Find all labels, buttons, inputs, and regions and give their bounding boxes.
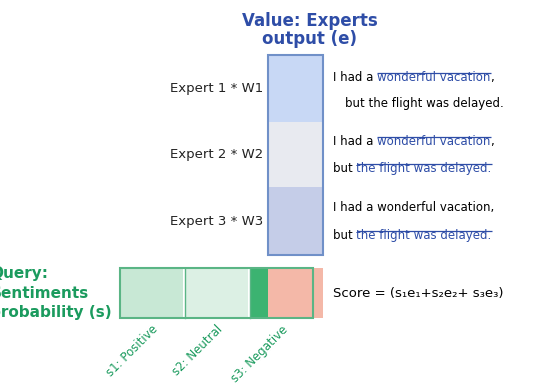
Text: the flight was delayed.: the flight was delayed. bbox=[356, 162, 492, 175]
Text: s1: Positive: s1: Positive bbox=[104, 323, 161, 379]
Text: the flight was delayed.: the flight was delayed. bbox=[356, 230, 492, 242]
Text: Score = (s₁e₁+s₂e₂+ s₃e₃): Score = (s₁e₁+s₂e₂+ s₃e₃) bbox=[333, 286, 504, 300]
Text: Query:
Sentiments
probability (s): Query: Sentiments probability (s) bbox=[0, 266, 112, 320]
Text: but the flight was delayed.: but the flight was delayed. bbox=[345, 97, 504, 110]
Text: wonderful vacation: wonderful vacation bbox=[377, 71, 490, 84]
Text: s2: Neutral: s2: Neutral bbox=[170, 323, 226, 378]
Text: I had a: I had a bbox=[333, 135, 377, 148]
Bar bbox=[185, 268, 248, 318]
Bar bbox=[268, 122, 323, 187]
Bar bbox=[268, 268, 323, 318]
Text: I had a wonderful vacation,: I had a wonderful vacation, bbox=[333, 201, 494, 214]
Bar bbox=[120, 268, 313, 318]
Text: output (e): output (e) bbox=[262, 30, 358, 48]
Text: wonderful vacation: wonderful vacation bbox=[377, 135, 490, 148]
Bar bbox=[250, 268, 313, 318]
Text: s3: Negative: s3: Negative bbox=[229, 323, 291, 384]
Text: but: but bbox=[333, 162, 356, 175]
Text: Expert 3 * W3: Expert 3 * W3 bbox=[170, 215, 263, 227]
Bar bbox=[268, 55, 323, 255]
Text: Expert 1 * W1: Expert 1 * W1 bbox=[170, 82, 263, 95]
Text: Expert 2 * W2: Expert 2 * W2 bbox=[170, 148, 263, 161]
Text: Value: Experts: Value: Experts bbox=[242, 12, 378, 30]
Text: I had a: I had a bbox=[333, 71, 377, 84]
Text: but: but bbox=[333, 230, 356, 242]
Bar bbox=[268, 55, 323, 122]
Text: ,: , bbox=[490, 71, 494, 84]
Text: ,: , bbox=[490, 135, 494, 148]
Bar bbox=[268, 187, 323, 255]
Bar bbox=[120, 268, 183, 318]
